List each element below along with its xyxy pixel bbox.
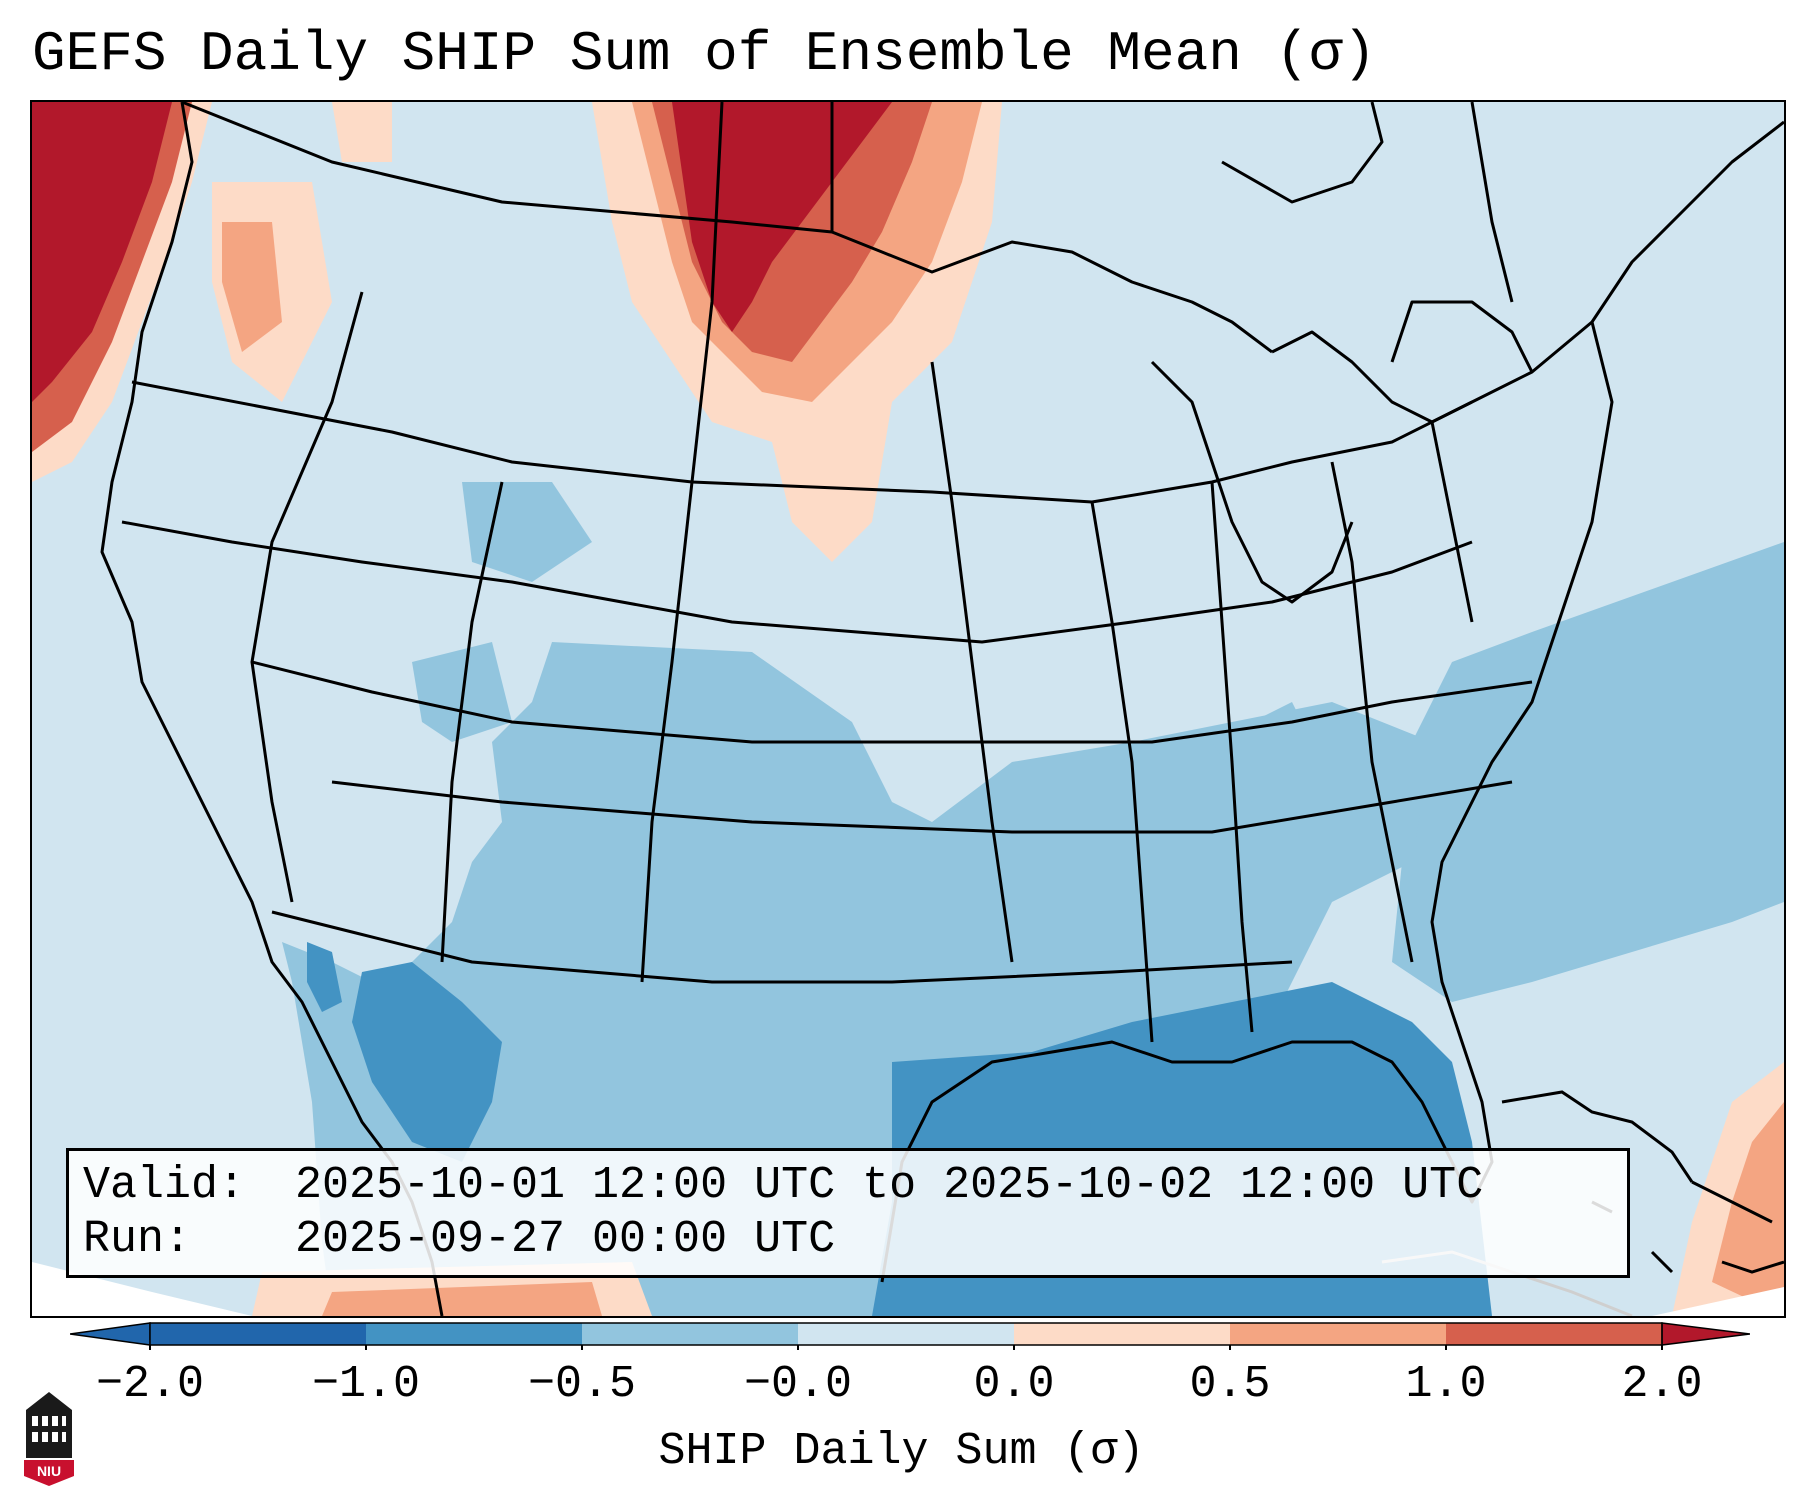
university-logo-icon: NIU (24, 1392, 74, 1486)
valid-value: 2025-10-01 12:00 UTC to 2025-10-02 12:00… (295, 1160, 1484, 1211)
coastline-and-borders (100, 102, 1784, 1316)
colorbar-segment (798, 1323, 1014, 1345)
colorbar-tick-label: −2.0 (95, 1359, 205, 1410)
map-domain-edge (32, 1262, 252, 1316)
colorbar-extend-high (1661, 1322, 1750, 1346)
colorbar-tick-label: −0.0 (743, 1359, 853, 1410)
colorbar-extend-low (70, 1322, 151, 1346)
colorbar-segment (150, 1323, 366, 1345)
colorbar-ticks (149, 1345, 1663, 1350)
colorbar-segment (1014, 1323, 1230, 1345)
colorbar-segment (1446, 1323, 1662, 1345)
valid-time-box: Valid: 2025-10-01 12:00 UTC to 2025-10-0… (66, 1148, 1630, 1278)
valid-label: Valid: (83, 1160, 246, 1211)
colorbar-tick-label: 0.5 (1189, 1359, 1271, 1410)
colorbar-tick-label: 1.0 (1405, 1359, 1487, 1410)
colorbar-tick-label: −1.0 (311, 1359, 421, 1410)
map-title: GEFS Daily SHIP Sum of Ensemble Mean (σ) (32, 22, 1377, 86)
colorbar-segment (582, 1323, 798, 1345)
run-row: Run: 2025-09-27 00:00 UTC (83, 1213, 1613, 1267)
colorbar-label: SHIP Daily Sum (σ) (658, 1426, 1145, 1477)
colorbar-segment (366, 1323, 582, 1345)
colorbar-tick-label: −0.5 (527, 1359, 637, 1410)
colorbar-frame (149, 1322, 1663, 1346)
map-canvas (32, 102, 1784, 1316)
map-panel (30, 100, 1786, 1318)
colorbar (70, 1322, 1750, 1350)
map-domain-edge-right (1652, 1287, 1784, 1316)
colorbar-tick-label: 2.0 (1621, 1359, 1703, 1410)
colorbar-segment (1230, 1323, 1446, 1345)
logo-text: NIU (37, 1463, 61, 1479)
valid-row: Valid: 2025-10-01 12:00 UTC to 2025-10-0… (83, 1159, 1613, 1213)
run-value: 2025-09-27 00:00 UTC (295, 1214, 836, 1265)
colorbar-tick-label: 0.0 (973, 1359, 1055, 1410)
run-label: Run: (83, 1214, 192, 1265)
